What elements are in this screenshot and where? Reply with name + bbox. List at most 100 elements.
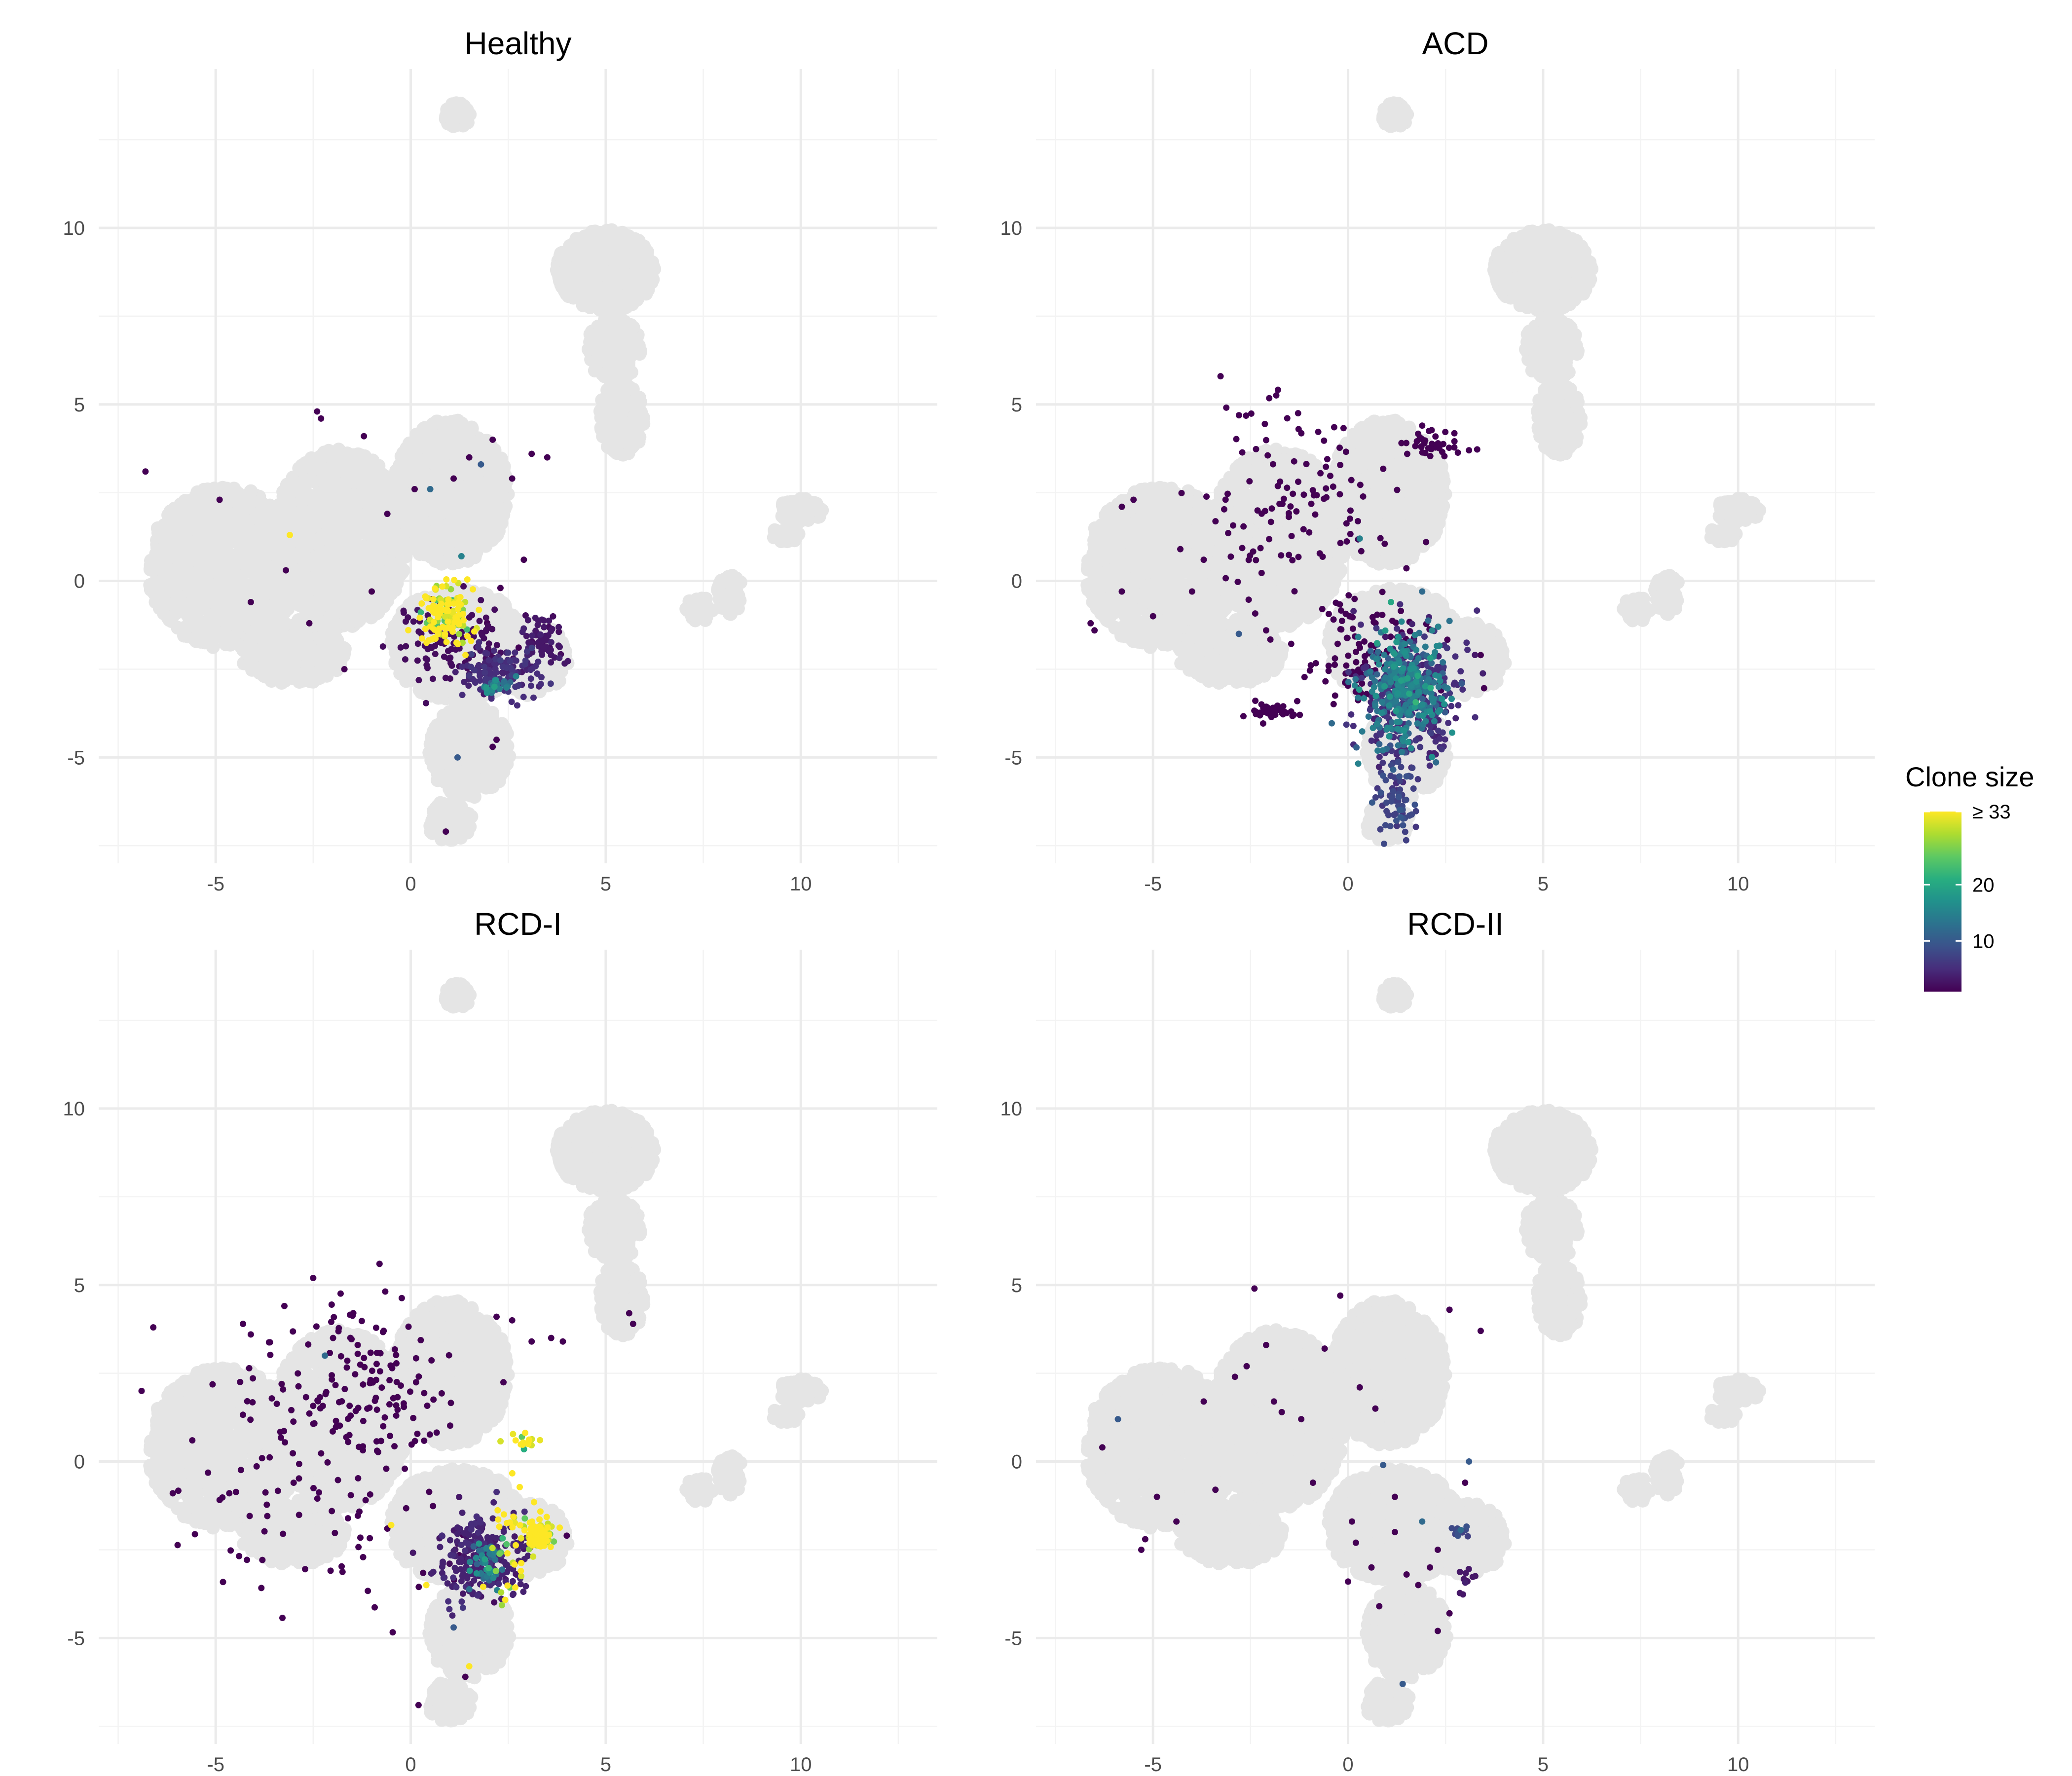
background-cell [268, 603, 282, 617]
background-cell [351, 614, 365, 629]
background-cell [450, 482, 465, 497]
background-cell [288, 651, 302, 666]
background-cell [272, 532, 287, 546]
background-cell [409, 435, 423, 449]
background-cell [364, 594, 378, 609]
background-cell [161, 610, 175, 625]
background-cell [305, 643, 319, 657]
background-cell [465, 697, 479, 711]
background-cell [251, 547, 265, 561]
background-cell [198, 622, 212, 636]
background-cell [313, 600, 327, 614]
background-cell [346, 475, 361, 489]
background-cell [221, 618, 235, 632]
background-cell [439, 708, 453, 723]
background-cell [361, 570, 375, 585]
background-cell [498, 480, 512, 494]
background-cell [454, 436, 468, 450]
background-cell [256, 618, 270, 632]
background-cell [291, 577, 305, 592]
background-cell [157, 580, 172, 594]
background-cell [406, 469, 420, 483]
background-cell [297, 459, 311, 473]
background-cell [213, 482, 227, 496]
background-cell [227, 481, 241, 496]
background-cell [297, 557, 312, 572]
background-cell [369, 519, 383, 533]
background-cell [408, 514, 423, 528]
background-cell [502, 749, 517, 763]
background-cell [289, 667, 303, 681]
background-cells [143, 96, 829, 847]
background-cell [444, 804, 459, 818]
background-cell [257, 668, 271, 683]
background-cell [349, 580, 363, 594]
background-cell [159, 552, 173, 566]
background-cell [442, 494, 456, 508]
background-cell [451, 419, 465, 434]
background-cell [398, 497, 412, 511]
background-cell [373, 583, 387, 597]
background-cell [455, 457, 469, 472]
background-cell [444, 833, 458, 847]
background-cell [190, 586, 204, 600]
background-cell [293, 598, 307, 612]
background-cell [465, 540, 480, 555]
background-cell [414, 685, 428, 700]
background-cell [220, 635, 234, 650]
background-cell [424, 825, 438, 839]
background-cell [426, 445, 441, 459]
background-cell [492, 518, 507, 533]
background-cell [485, 709, 499, 724]
background-cell [246, 630, 260, 645]
background-cell [282, 638, 296, 652]
background-cell [327, 469, 341, 483]
background-cell [313, 631, 327, 645]
background-cell [482, 451, 497, 466]
background-cell [344, 534, 359, 548]
background-cell [225, 597, 240, 612]
background-cell [438, 555, 452, 569]
background-cell [427, 428, 442, 443]
background-cell [365, 541, 379, 555]
background-cell [431, 773, 445, 787]
background-cell [474, 756, 488, 770]
background-cell [420, 537, 434, 552]
background-cell [191, 515, 205, 529]
background-cell [226, 493, 241, 508]
background-cell [439, 741, 453, 756]
background-cell [457, 765, 471, 779]
background-cell [318, 527, 333, 542]
background-cell [229, 581, 244, 595]
background-cell [343, 453, 358, 467]
background-cell [334, 489, 349, 503]
background-cell [487, 763, 501, 777]
background-cell [300, 531, 314, 546]
background-cell [280, 509, 294, 523]
background-cell [403, 673, 417, 687]
background-cell [435, 724, 449, 738]
background-cell [277, 551, 292, 565]
background-cell [174, 497, 188, 512]
background-cell [292, 621, 306, 635]
background-cell [331, 518, 345, 532]
background-cell [443, 528, 457, 542]
background-cell [309, 667, 324, 681]
background-cell [459, 525, 473, 540]
background-cell [237, 525, 251, 539]
background-cell [498, 598, 512, 613]
background-cell [191, 549, 205, 563]
background-cell [458, 825, 472, 840]
background-cell [320, 560, 334, 575]
background-cell [426, 759, 441, 773]
background-cell [386, 564, 400, 578]
background-cell [159, 529, 174, 544]
background-cell [423, 501, 437, 515]
background-cell [281, 489, 296, 503]
background-cell [467, 788, 481, 802]
background-cell [270, 617, 284, 631]
background-cell [451, 734, 466, 748]
